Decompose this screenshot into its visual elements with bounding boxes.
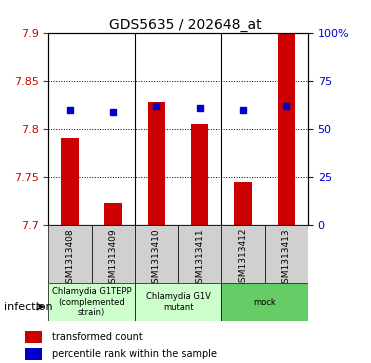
Text: Chlamydia G1TEPP
(complemented
strain): Chlamydia G1TEPP (complemented strain) <box>52 287 131 317</box>
FancyBboxPatch shape <box>48 225 92 283</box>
Bar <box>61 139 79 225</box>
FancyBboxPatch shape <box>135 283 221 321</box>
FancyBboxPatch shape <box>92 225 135 283</box>
Text: transformed count: transformed count <box>52 332 143 342</box>
Bar <box>234 182 252 225</box>
FancyBboxPatch shape <box>221 283 308 321</box>
FancyBboxPatch shape <box>135 225 178 283</box>
Bar <box>191 124 209 225</box>
Text: mock: mock <box>253 298 276 307</box>
FancyBboxPatch shape <box>265 225 308 283</box>
FancyBboxPatch shape <box>48 283 135 321</box>
Bar <box>278 33 295 225</box>
Bar <box>25 331 42 343</box>
Text: GSM1313408: GSM1313408 <box>65 228 74 289</box>
FancyBboxPatch shape <box>221 225 265 283</box>
Text: Chlamydia G1V
mutant: Chlamydia G1V mutant <box>146 293 210 312</box>
FancyBboxPatch shape <box>178 225 221 283</box>
Text: GSM1313409: GSM1313409 <box>109 228 118 289</box>
Text: GDS5635 / 202648_at: GDS5635 / 202648_at <box>109 18 262 32</box>
Bar <box>148 102 165 225</box>
Bar <box>105 203 122 225</box>
Bar <box>25 348 42 360</box>
Text: GSM1313413: GSM1313413 <box>282 228 291 289</box>
Text: GSM1313412: GSM1313412 <box>239 228 247 289</box>
Text: percentile rank within the sample: percentile rank within the sample <box>52 349 217 359</box>
Text: infection: infection <box>4 302 52 312</box>
Text: GSM1313410: GSM1313410 <box>152 228 161 289</box>
Text: GSM1313411: GSM1313411 <box>195 228 204 289</box>
